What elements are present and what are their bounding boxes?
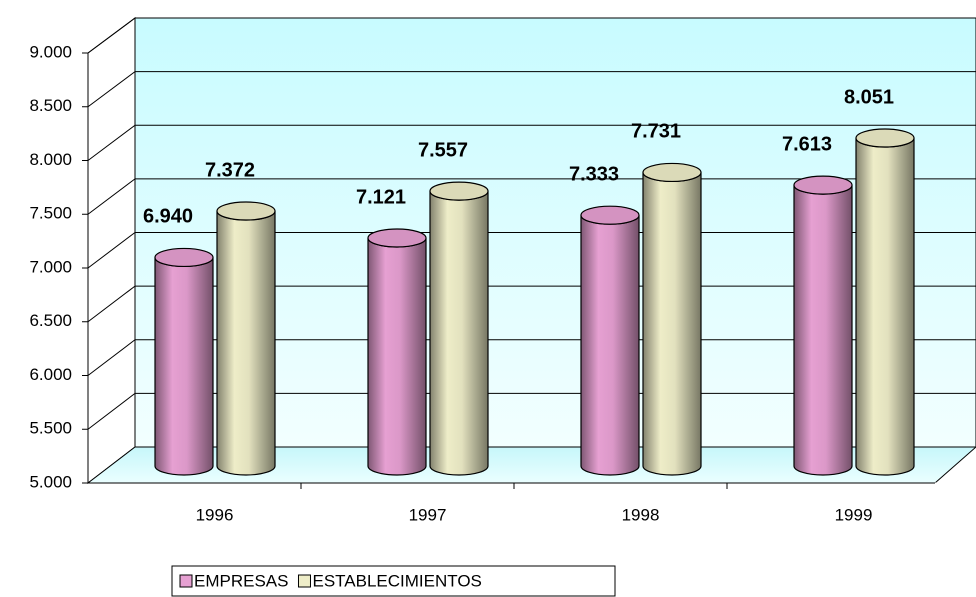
legend-swatch [179,574,193,588]
grid-line-side [87,17,136,54]
bar-top [855,128,915,148]
bar-top [367,228,427,248]
bar [793,184,853,476]
bar [855,137,915,476]
x-tick-label: 1996 [196,505,234,524]
grid-line-side [87,339,136,376]
x-tick-label: 1999 [835,505,873,524]
y-tick-label: 5.500 [29,419,72,438]
y-tick-label: 8.500 [29,96,72,115]
bar-top [793,175,853,195]
grid-line-side [87,178,136,215]
y-tick-label: 8.000 [29,150,72,169]
bar [429,191,489,476]
grid-line-side [87,232,136,269]
bar [154,257,214,476]
grid-line-side [87,124,136,161]
bar [216,210,276,476]
data-label: 6.940 [143,206,193,228]
data-label: 7.333 [569,163,619,185]
bar [367,237,427,476]
data-label: 7.121 [356,186,406,208]
y-tick-label: 6.000 [29,365,72,384]
legend-swatch [297,574,311,588]
data-label: 8.051 [844,86,894,108]
legend-label: EMPRESAS [194,571,288,590]
legend-box [171,565,616,597]
data-label: 7.613 [782,133,832,155]
floor [86,446,976,484]
bar-top [580,205,640,225]
grid-line-side [87,285,136,323]
bar-top [429,181,489,201]
x-tick-label: 1998 [622,505,660,524]
y-tick-label: 9.000 [29,42,72,61]
y-tick-label: 7.500 [29,204,72,223]
bar-top [642,162,702,183]
grid-line-side [87,71,136,108]
bar-top [216,201,276,221]
grid-line-side [87,392,136,430]
y-tick-label: 5.000 [29,472,72,491]
bar-top [154,247,214,268]
data-label: 7.731 [631,121,681,143]
data-label: 7.557 [418,139,468,161]
y-tick-label: 6.500 [29,311,72,330]
x-tick-label: 1997 [409,505,447,524]
y-tick-label: 7.000 [29,257,72,276]
legend-label: ESTABLECIMIENTOS [312,571,481,590]
data-label: 7.372 [205,159,255,181]
bar [642,172,702,476]
bar [580,215,640,476]
